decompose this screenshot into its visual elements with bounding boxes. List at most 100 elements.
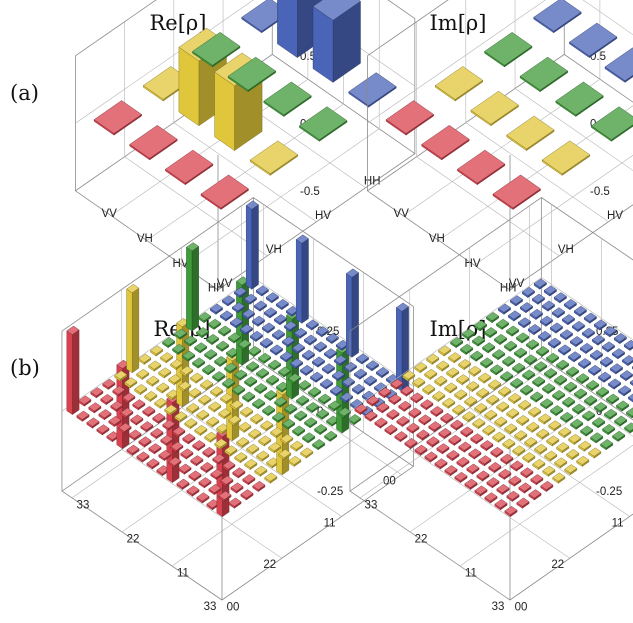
bar-top — [474, 485, 488, 495]
bar — [516, 415, 530, 427]
bar — [210, 468, 224, 480]
bar — [502, 438, 516, 450]
bar-top — [165, 149, 214, 184]
bar-top — [243, 293, 257, 303]
bar-top — [540, 398, 554, 408]
bar — [546, 352, 560, 364]
bar-top — [530, 391, 544, 401]
bar-top — [136, 368, 150, 378]
bar-top — [355, 353, 369, 363]
bar — [541, 140, 591, 176]
bar-top — [304, 417, 318, 427]
bar-top — [628, 393, 633, 401]
bar-top — [556, 359, 570, 369]
bar-top — [422, 384, 436, 394]
bar-top — [486, 394, 500, 404]
bar-top — [158, 367, 172, 377]
bar — [288, 455, 302, 467]
bar — [396, 415, 410, 427]
bar — [198, 312, 212, 324]
bar — [560, 411, 574, 423]
bar — [129, 125, 178, 161]
bar — [596, 386, 610, 398]
floor-grid — [409, 398, 602, 533]
bar — [90, 387, 104, 399]
bar — [484, 32, 533, 68]
z-tick-label: -0.25 — [596, 486, 622, 498]
bar — [230, 482, 244, 494]
floor-grid — [409, 449, 570, 559]
bar — [242, 391, 256, 403]
bar-top — [592, 417, 606, 427]
bar — [530, 474, 544, 486]
bar — [442, 397, 456, 409]
bar-top — [144, 390, 158, 400]
bar-top — [480, 440, 494, 450]
bar-top — [538, 413, 552, 423]
bar — [613, 333, 627, 345]
bar-top — [236, 437, 250, 447]
bar-face — [346, 273, 353, 358]
bar — [520, 467, 534, 479]
bar-top — [266, 374, 280, 384]
bar — [238, 421, 252, 433]
bar — [556, 359, 570, 371]
bar-top — [373, 382, 387, 392]
bar-top — [528, 489, 542, 499]
bar-top — [100, 394, 114, 404]
bar — [550, 405, 564, 417]
bar-top — [248, 346, 262, 356]
floor-grid — [359, 364, 552, 499]
bar — [192, 357, 206, 369]
bar-top — [222, 377, 236, 387]
bar-top — [312, 0, 361, 21]
bar — [614, 415, 628, 427]
col-tick-label: HH — [500, 283, 517, 295]
bar-top — [500, 453, 514, 463]
bar — [148, 443, 162, 455]
bar-top — [502, 355, 516, 365]
bar — [500, 371, 514, 383]
bar-top — [432, 390, 446, 400]
bar — [490, 446, 504, 458]
bar — [274, 396, 288, 408]
bar-top — [280, 351, 294, 361]
bar-top — [231, 302, 245, 312]
bar — [248, 428, 262, 440]
bar — [132, 399, 146, 411]
bar-top — [78, 395, 92, 405]
bar-top — [333, 355, 347, 365]
bar-top — [546, 352, 560, 362]
bar-top — [150, 345, 164, 355]
row-tick-label: VV — [217, 278, 233, 290]
bar-top — [456, 374, 470, 384]
col-tick-label: HV — [465, 258, 481, 270]
bar-top — [563, 299, 577, 309]
bar — [221, 295, 235, 307]
bar-top — [492, 349, 506, 359]
bar — [482, 424, 496, 436]
bar — [566, 366, 580, 378]
bar-top — [310, 371, 324, 381]
bar-top — [271, 329, 285, 339]
bar — [408, 407, 422, 419]
bar — [466, 381, 480, 393]
bar-top — [484, 32, 533, 66]
bar — [184, 418, 198, 430]
bar — [214, 438, 228, 450]
bar — [291, 342, 305, 354]
bar-top — [222, 460, 236, 470]
bar — [519, 56, 569, 93]
bar-top — [402, 370, 416, 380]
bar — [222, 460, 236, 472]
bar — [508, 393, 522, 405]
bar — [619, 370, 633, 382]
bar-face — [351, 272, 359, 358]
bar — [266, 457, 280, 469]
bar-top — [264, 472, 278, 482]
bar-top — [583, 312, 597, 322]
bar-top — [220, 475, 234, 485]
bar — [165, 149, 214, 186]
bar — [623, 339, 633, 351]
bar — [316, 408, 330, 420]
